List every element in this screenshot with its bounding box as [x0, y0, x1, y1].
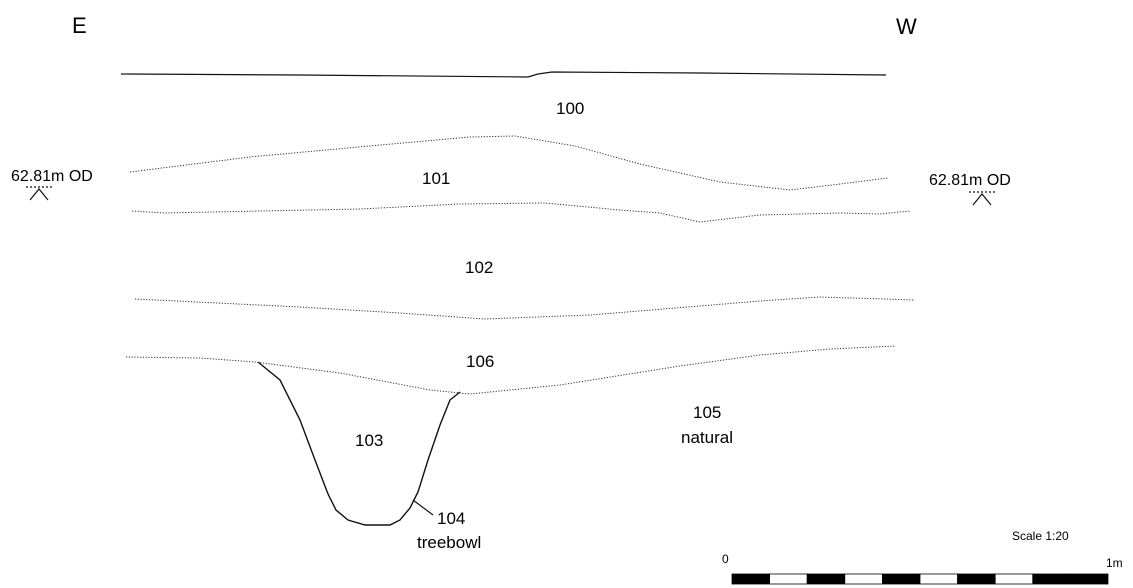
scale-bar-segment — [731, 573, 770, 585]
datum-label-left: 62.81m OD — [11, 168, 93, 185]
context-104-description: treebowl — [417, 533, 481, 552]
scale-start-label: 0 — [722, 552, 729, 566]
context-105-label: 105 — [693, 403, 721, 422]
scale-bar — [731, 573, 1109, 585]
context-105-description: natural — [681, 428, 733, 447]
interface-100-101 — [129, 135, 889, 191]
context-102-label: 102 — [465, 258, 493, 277]
scale-bar-segment — [844, 573, 883, 585]
scale-bar-segment — [1070, 573, 1109, 585]
direction-west-label: W — [896, 14, 917, 39]
ground-surface-line — [120, 71, 887, 78]
treebowl-cut-104 — [257, 361, 461, 526]
context-104-label: 104 — [437, 509, 465, 528]
scale-bar-segment — [994, 573, 1034, 585]
interface-106-105 — [125, 345, 897, 395]
scale-bar-segment — [919, 573, 958, 585]
interface-102-106 — [134, 296, 916, 320]
context-106-label: 106 — [466, 352, 494, 371]
scale-bar-segment — [882, 573, 921, 585]
scale-bar-segment — [1032, 573, 1071, 585]
scale-bar-segment — [769, 573, 808, 585]
direction-east-label: E — [72, 13, 87, 38]
context-101-label: 101 — [422, 169, 450, 188]
context-100-label: 100 — [556, 99, 584, 118]
scale-end-label: 1m — [1106, 556, 1123, 570]
scale-bar-segment — [806, 573, 846, 585]
datum-marker-left — [26, 186, 54, 201]
datum-marker-right — [969, 191, 997, 206]
scale-bar-segment — [957, 573, 996, 585]
datum-label-right: 62.81m OD — [929, 172, 1011, 189]
context-103-label: 103 — [355, 431, 383, 450]
scale-label: Scale 1:20 — [1012, 529, 1069, 543]
interface-101-102 — [131, 202, 911, 223]
label-104-leader-line — [412, 499, 434, 516]
